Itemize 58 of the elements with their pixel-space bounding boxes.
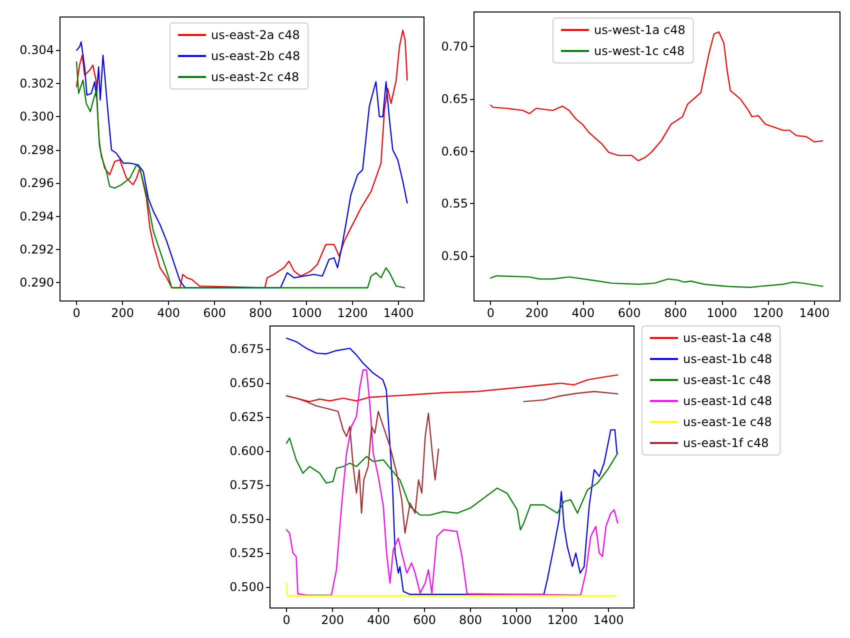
x-tick-label: 800 [459,613,482,627]
y-tick-label: 0.290 [20,276,54,290]
y-tick-label: 0.298 [20,142,54,157]
x-tick-label: 0 [72,306,80,320]
x-tick-label: 800 [664,306,688,320]
y-tick-label: 0.304 [20,43,54,58]
x-tick-label: 1400 [593,613,624,627]
x-tick-label: 200 [525,306,548,320]
x-tick-label: 400 [157,306,180,320]
legend-label: us-east-1f c48 [683,436,769,450]
legend-label: us-east-1d c48 [683,394,772,408]
legend-label: us-west-1a c48 [594,23,686,37]
x-tick-label: 0 [486,306,494,320]
legend-label: us-east-2b c48 [211,49,300,63]
y-tick-label: 0.600 [230,444,264,458]
y-tick-label: 0.500 [230,580,264,594]
x-tick-label: 0 [282,613,290,627]
x-tick-label: 1400 [799,306,830,320]
x-tick-label: 600 [618,306,641,320]
legend-label: us-west-1c c48 [594,44,685,58]
legend-label: us-east-2c c48 [211,70,300,84]
y-tick-label: 0.60 [441,144,468,158]
legend-label: us-east-2a c48 [211,28,300,42]
y-tick-label: 0.55 [441,196,468,211]
y-tick-label: 0.575 [230,478,264,492]
y-tick-label: 0.292 [20,242,54,257]
y-tick-label: 0.625 [230,410,264,424]
legend-label: us-east-1c c48 [683,373,772,387]
x-tick-label: 1200 [547,613,578,627]
y-tick-label: 0.294 [20,209,54,224]
legend-label: us-east-1e c48 [683,415,772,429]
y-tick-label: 0.300 [20,110,54,124]
y-tick-label: 0.65 [441,92,468,106]
x-tick-label: 200 [111,306,134,320]
y-tick-label: 0.525 [230,546,264,560]
x-tick-label: 600 [203,306,226,320]
x-tick-label: 1000 [501,613,532,627]
x-tick-label: 200 [321,613,344,627]
x-tick-label: 800 [249,306,272,320]
x-tick-label: 400 [367,613,390,627]
legend-label: us-east-1a c48 [683,331,772,345]
y-tick-label: 0.550 [230,512,264,526]
x-tick-label: 1000 [291,306,322,320]
x-tick-label: 1400 [383,306,414,320]
y-tick-label: 0.50 [441,248,468,263]
legend-label: us-east-1b c48 [683,352,772,366]
y-tick-label: 0.70 [441,40,468,54]
y-tick-label: 0.650 [230,376,264,390]
x-tick-label: 1200 [752,306,784,320]
line-series [490,275,824,288]
y-tick-label: 0.302 [20,76,54,90]
x-tick-label: 1200 [337,306,368,320]
line-series [286,438,618,530]
x-tick-label: 400 [572,306,595,320]
x-tick-label: 1000 [706,306,738,320]
y-tick-label: 0.675 [230,342,264,356]
x-tick-label: 600 [413,613,436,627]
y-tick-label: 0.296 [20,176,54,190]
